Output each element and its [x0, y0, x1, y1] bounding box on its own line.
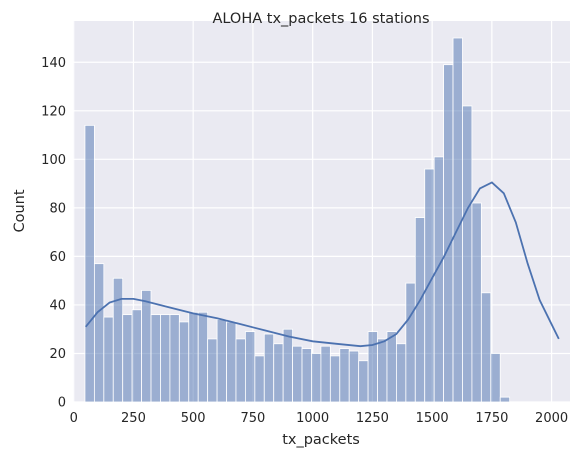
histogram-bar	[462, 105, 473, 403]
histogram-bar	[226, 321, 237, 403]
histogram-bar	[93, 263, 105, 403]
histogram-bar	[386, 331, 397, 403]
histogram-bar	[471, 202, 482, 403]
y-tick-label: 0	[58, 396, 66, 411]
y-axis-ticks: 0 20 40 60 80 100 120 140	[41, 56, 66, 411]
x-tick-label: 1250	[356, 411, 389, 426]
histogram-bar	[414, 217, 426, 403]
histogram-bars	[84, 37, 511, 403]
histogram-bar	[244, 331, 256, 403]
y-tick-label: 140	[41, 56, 66, 71]
y-tick-label: 40	[49, 298, 66, 313]
histogram-bar	[84, 124, 95, 403]
x-tick-label: 1500	[416, 411, 449, 426]
histogram-bar	[273, 343, 284, 403]
histogram-bar	[490, 353, 501, 403]
kde-curve	[85, 181, 560, 348]
histogram-bar	[235, 338, 246, 403]
histogram-bar	[292, 345, 303, 403]
histogram-bar	[178, 321, 190, 403]
histogram-bar	[216, 319, 227, 403]
histogram-bar	[480, 292, 492, 403]
y-axis-label: Count	[12, 189, 28, 232]
histogram-bar	[103, 316, 114, 403]
histogram-bar	[207, 338, 218, 403]
y-tick-label: 120	[41, 104, 66, 119]
histogram-bar	[433, 156, 444, 403]
x-tick-label: 0	[70, 411, 78, 426]
x-axis-ticks: 0 250 500 750 1000 1250 1500 1750 2000	[70, 411, 569, 426]
histogram-bar	[141, 289, 152, 403]
histogram-bar	[367, 331, 378, 403]
x-tick-label: 1000	[296, 411, 329, 426]
x-tick-label: 1750	[475, 411, 508, 426]
histogram-bar	[282, 328, 293, 403]
histogram-bar	[150, 314, 161, 403]
histogram-bar	[254, 355, 265, 403]
x-axis-label: tx_packets	[282, 432, 360, 448]
histogram-bar	[122, 314, 133, 403]
histogram-bar	[499, 396, 511, 403]
histogram-bar	[301, 348, 312, 403]
histogram-bar	[348, 350, 360, 403]
x-tick-label: 2000	[535, 411, 568, 426]
histogram-bar	[405, 282, 416, 403]
y-tick-label: 60	[49, 250, 66, 265]
histogram-bar	[396, 343, 407, 403]
y-tick-label: 80	[49, 201, 66, 216]
histogram-bar	[169, 314, 180, 403]
histogram-bar	[112, 277, 124, 403]
histogram-bar	[329, 355, 341, 403]
y-tick-label: 100	[41, 153, 66, 168]
histogram-bar	[320, 345, 331, 403]
x-tick-label: 250	[121, 411, 146, 426]
histogram-bar	[160, 314, 171, 403]
x-tick-label: 500	[181, 411, 206, 426]
histogram-bar	[311, 353, 322, 403]
x-tick-label: 750	[241, 411, 266, 426]
histogram-bar	[424, 168, 435, 403]
histogram-bar	[131, 309, 142, 403]
histogram-bar	[358, 360, 369, 403]
histogram-bar	[377, 338, 388, 403]
histogram-bar	[443, 64, 454, 403]
chart-title: ALOHA tx_packets 16 stations	[212, 11, 429, 27]
histogram-bar	[339, 348, 350, 403]
histogram-bar	[188, 311, 199, 403]
y-tick-label: 20	[49, 347, 66, 362]
histogram-bar	[263, 333, 275, 403]
histogram-bar	[197, 311, 209, 403]
